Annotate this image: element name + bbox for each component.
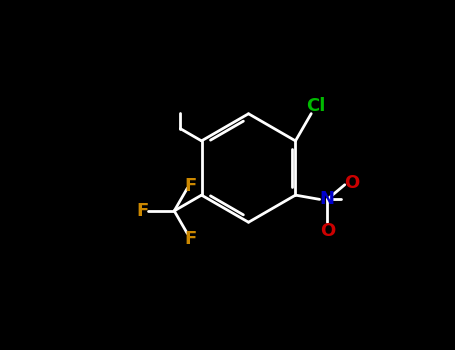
Text: N: N	[320, 190, 335, 208]
Text: Cl: Cl	[306, 97, 325, 115]
Text: O: O	[320, 222, 335, 240]
Text: F: F	[185, 230, 197, 248]
Text: F: F	[185, 177, 197, 195]
Text: F: F	[136, 202, 149, 220]
Text: O: O	[344, 174, 359, 192]
